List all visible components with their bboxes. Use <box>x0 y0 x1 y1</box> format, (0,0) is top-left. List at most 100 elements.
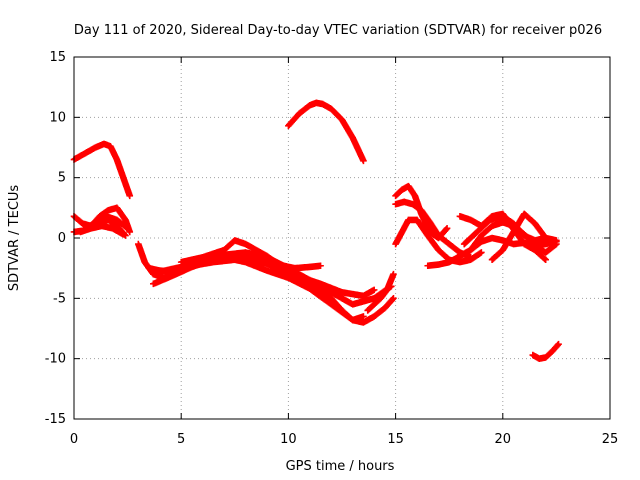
marker-segment <box>81 144 98 157</box>
marker-point <box>555 340 562 348</box>
x-tick-label: 5 <box>177 432 185 447</box>
marker-segment <box>426 219 442 238</box>
marker-segment <box>360 313 377 326</box>
marker-segment <box>306 280 334 301</box>
marker-segment <box>295 102 313 118</box>
marker-point <box>360 157 367 165</box>
marker-point <box>126 228 134 236</box>
marker-segment <box>435 246 452 263</box>
marker-point <box>120 231 127 238</box>
marker-segment <box>285 111 302 130</box>
marker-segment <box>370 305 388 320</box>
x-tick-label: 15 <box>387 432 404 447</box>
y-tick-label: 0 <box>58 231 66 246</box>
marker-segment <box>135 240 148 265</box>
marker-segment <box>306 285 334 307</box>
marker-segment <box>520 232 538 244</box>
marker-segment <box>285 274 313 292</box>
marker-segment <box>113 156 127 180</box>
marker-segment <box>360 287 377 300</box>
marker-segment <box>263 267 291 281</box>
marker-point <box>390 295 397 302</box>
marker-segment <box>381 295 396 312</box>
marker-segment <box>327 105 345 123</box>
marker-segment <box>252 256 280 271</box>
y-tick-label: 10 <box>49 110 66 125</box>
marker-segment <box>220 237 238 254</box>
series-arc-16 <box>392 198 474 261</box>
marker-segment <box>113 216 130 231</box>
marker-segment <box>460 229 480 248</box>
marker-segment <box>306 276 334 295</box>
x-tick-label: 10 <box>280 432 297 447</box>
marker-segment <box>327 301 355 323</box>
y-tick-label: 15 <box>49 50 66 65</box>
marker-segment <box>199 251 227 266</box>
marker-segment <box>338 116 356 141</box>
marker-point <box>478 249 485 256</box>
marker-point <box>126 192 134 200</box>
marker-segment <box>113 204 129 223</box>
marker-segment <box>413 216 431 238</box>
marker-point <box>542 256 549 264</box>
x-tick-label: 20 <box>495 432 512 447</box>
marker-point <box>124 225 131 232</box>
marker-point <box>390 270 397 278</box>
marker-segment <box>109 225 126 238</box>
marker-segment <box>531 220 549 241</box>
series-arc-5 <box>81 212 131 233</box>
marker-segment <box>392 229 405 248</box>
marker-point <box>360 313 367 320</box>
marker-segment <box>199 247 227 261</box>
marker-segment <box>81 219 98 233</box>
marker-point <box>467 254 474 261</box>
marker-segment <box>456 247 473 260</box>
marker-segment <box>548 341 562 355</box>
marker-point <box>370 286 378 294</box>
series-arc-12 <box>364 270 397 314</box>
marker-segment <box>398 217 412 236</box>
series-arc-1 <box>70 140 134 200</box>
marker-segment <box>445 240 463 256</box>
marker-point <box>443 225 451 232</box>
y-axis-label: SDTVAR / TECUs <box>7 185 22 292</box>
marker-segment <box>327 289 355 308</box>
marker-segment <box>435 232 452 247</box>
marker-segment <box>488 247 506 264</box>
marker-segment <box>92 213 109 226</box>
marker-segment <box>445 253 463 266</box>
marker-segment <box>107 142 120 162</box>
series-arc-21 <box>488 210 549 264</box>
marker-segment <box>478 213 495 230</box>
series-arc-11 <box>220 254 397 326</box>
marker-point <box>542 234 549 242</box>
marker-segment <box>392 187 405 200</box>
marker-segment <box>285 264 313 283</box>
marker-segment <box>542 348 555 361</box>
marker-segment <box>120 174 133 198</box>
marker-segment <box>467 233 484 254</box>
marker-segment <box>478 223 495 239</box>
chart-title: Day 111 of 2020, Sidereal Day-to-day VTE… <box>74 23 602 38</box>
series-arc-13 <box>285 99 367 165</box>
data-points <box>70 99 562 362</box>
plot-frame <box>73 56 611 420</box>
marker-segment <box>242 258 270 274</box>
marker-segment <box>364 301 377 314</box>
marker-segment <box>424 232 442 253</box>
y-tick-label: -5 <box>53 291 66 306</box>
marker-segment <box>242 240 270 259</box>
y-tick-label: -10 <box>45 352 66 367</box>
y-tick-label: 5 <box>58 171 66 186</box>
marker-segment <box>349 134 367 163</box>
marker-segment <box>383 272 397 294</box>
marker-segment <box>418 206 433 225</box>
y-tick-label: -15 <box>45 412 66 427</box>
marker-segment <box>520 240 538 253</box>
x-tick-label: 25 <box>602 432 619 447</box>
marker-segment <box>499 229 517 254</box>
marker-segment <box>285 268 313 287</box>
marker-segment <box>263 252 291 275</box>
x-tick-label: 0 <box>70 432 78 447</box>
